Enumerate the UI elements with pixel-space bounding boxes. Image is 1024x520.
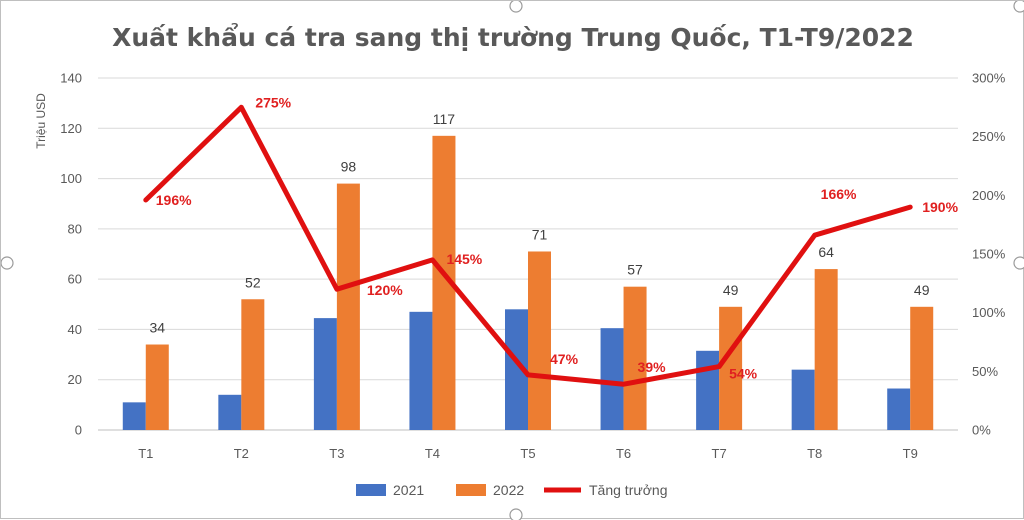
resize-handle[interactable] xyxy=(1,256,14,270)
resize-handle[interactable] xyxy=(1013,1,1024,13)
bar-value-label: 71 xyxy=(532,226,548,242)
y2-axis-ticks: 0% 50% 100% 150% 200% 250% 300% xyxy=(972,71,1006,438)
y2-tick-label: 150% xyxy=(972,247,1006,262)
bar-value-label: 98 xyxy=(341,159,357,175)
bar-2021 xyxy=(505,309,528,430)
y-tick-label: 60 xyxy=(68,272,82,287)
bar-value-label: 52 xyxy=(245,274,261,290)
legend-swatch-2021 xyxy=(356,484,386,496)
x-tick-label: T3 xyxy=(329,446,344,461)
growth-value-label: 196% xyxy=(156,192,192,208)
bar-2021 xyxy=(409,311,433,430)
x-axis-ticks: T1 T2 T3 T4 T5 T6 T7 T8 T9 xyxy=(138,446,918,461)
chart-title: Xuất khẩu cá tra sang thị trường Trung Q… xyxy=(112,22,914,52)
legend-label-growth: Tăng trưởng xyxy=(589,482,667,498)
x-tick-label: T6 xyxy=(616,446,631,461)
bar-2022 xyxy=(623,286,647,430)
x-tick-label: T4 xyxy=(425,446,440,461)
growth-line-path xyxy=(143,104,913,387)
bar-2021 xyxy=(600,328,624,430)
resize-handle[interactable] xyxy=(509,1,523,13)
bar-2022 xyxy=(336,183,360,430)
bar-2021 xyxy=(696,350,720,430)
resize-handle[interactable] xyxy=(1013,256,1024,270)
growth-labels: 196% 275% 120% 145% 47% 39% 54% 166% 190% xyxy=(156,94,959,381)
growth-value-label: 54% xyxy=(729,366,758,382)
bar-2021 xyxy=(791,369,815,430)
bar-value-label: 49 xyxy=(914,282,930,298)
bar-2021 xyxy=(313,318,337,430)
growth-line xyxy=(143,104,913,387)
x-tick-label: T9 xyxy=(903,446,918,461)
bar-2022 xyxy=(432,135,456,431)
y2-tick-label: 250% xyxy=(972,129,1006,144)
growth-value-label: 190% xyxy=(922,199,958,215)
x-tick-label: T8 xyxy=(807,446,822,461)
y2-tick-label: 200% xyxy=(972,188,1006,203)
y-tick-label: 140 xyxy=(60,71,82,86)
y2-tick-label: 100% xyxy=(972,305,1006,320)
y-tick-label: 20 xyxy=(68,372,82,387)
y-tick-label: 80 xyxy=(68,221,82,236)
bar-2022 xyxy=(719,306,743,430)
bar-labels: 34 52 98 117 71 57 49 64 49 xyxy=(149,111,929,336)
y-axis-title: Triệu USD xyxy=(34,93,48,149)
y-tick-label: 120 xyxy=(60,121,82,136)
bar-2021 xyxy=(218,394,242,430)
bars xyxy=(122,135,934,431)
bar-2022 xyxy=(145,344,169,430)
growth-value-label: 47% xyxy=(550,351,579,367)
growth-value-label: 275% xyxy=(255,94,291,110)
bar-2022 xyxy=(241,299,265,430)
x-tick-label: T2 xyxy=(234,446,249,461)
legend-label-2022: 2022 xyxy=(493,482,524,498)
bar-value-label: 49 xyxy=(723,282,739,298)
bar-value-label: 64 xyxy=(818,244,834,260)
bar-2022 xyxy=(814,269,838,430)
growth-value-label: 39% xyxy=(638,359,667,375)
legend-label-2021: 2021 xyxy=(393,482,424,498)
bar-2021 xyxy=(122,402,146,430)
bar-value-label: 34 xyxy=(149,320,165,336)
x-tick-label: T7 xyxy=(712,446,727,461)
y-tick-label: 100 xyxy=(60,171,82,186)
legend-swatch-2022 xyxy=(456,484,486,496)
bar-value-label: 117 xyxy=(433,111,456,127)
x-tick-label: T5 xyxy=(520,446,535,461)
bar-2022 xyxy=(528,251,551,430)
bar-2022 xyxy=(910,306,934,430)
x-tick-label: T1 xyxy=(138,446,153,461)
y2-tick-label: 50% xyxy=(972,364,998,379)
growth-value-label: 120% xyxy=(367,282,403,298)
resize-handle[interactable] xyxy=(509,508,523,520)
y2-tick-label: 300% xyxy=(972,71,1006,86)
bar-value-label: 57 xyxy=(627,262,643,278)
growth-value-label: 166% xyxy=(821,186,857,202)
y-axis-ticks: 0 20 40 60 80 100 120 140 xyxy=(60,71,82,438)
growth-value-label: 145% xyxy=(446,251,482,267)
bar-2021 xyxy=(887,388,911,430)
y-tick-label: 40 xyxy=(68,322,82,337)
y2-tick-label: 0% xyxy=(972,423,991,438)
y-tick-label: 0 xyxy=(75,423,82,438)
legend: 2021 2022 Tăng trưởng xyxy=(356,482,667,498)
